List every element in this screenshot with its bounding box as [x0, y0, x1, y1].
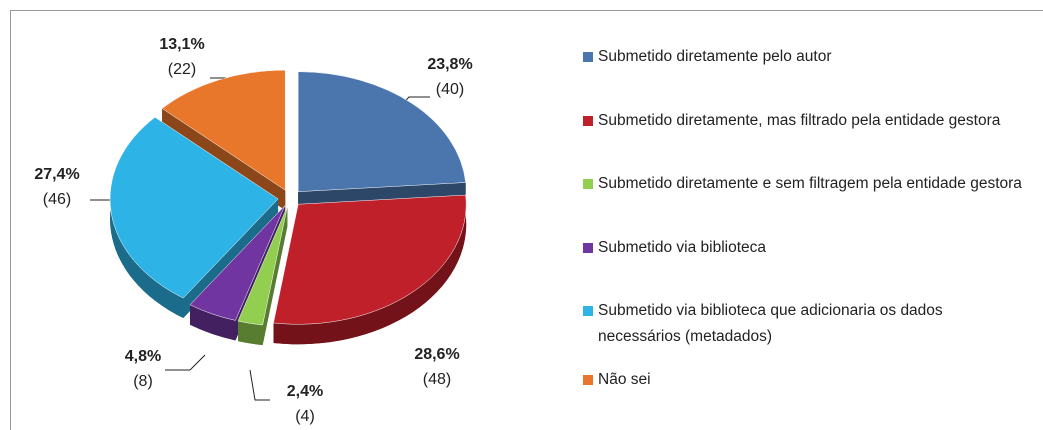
- slice: [273, 194, 467, 345]
- count-label: (46): [43, 191, 71, 208]
- slice-outer-wall: [190, 304, 236, 341]
- legend-label: Submetido diretamente e sem filtragem pe…: [598, 175, 1022, 192]
- count-label: (22): [168, 61, 196, 78]
- slice-top: [297, 71, 466, 192]
- legend-label: Submetido via biblioteca que adicionaria…: [598, 302, 943, 345]
- count-label: (8): [133, 373, 153, 390]
- data-label: 13,1%: [159, 36, 204, 53]
- leader: [249, 369, 270, 401]
- legend-item: Não sei: [583, 367, 1023, 393]
- slice-radial-wall: [262, 206, 288, 346]
- data-label: 2,4%: [287, 383, 323, 400]
- slice-top: [109, 116, 279, 299]
- legend-swatch: [583, 306, 593, 316]
- slice-top: [237, 206, 288, 326]
- legend-label: Submetido via biblioteca: [598, 239, 767, 256]
- leader: [165, 354, 206, 371]
- legend-swatch: [583, 179, 593, 189]
- data-label: 28,6%: [414, 346, 459, 363]
- slice-outer-wall: [273, 195, 467, 345]
- legend-item: Submetido via biblioteca que adicionaria…: [583, 298, 1023, 350]
- slice-top: [273, 194, 467, 325]
- slice-top: [161, 69, 286, 191]
- legend-item: Submetido via biblioteca: [583, 235, 1023, 261]
- slice-outer-wall: [110, 117, 184, 319]
- legend-swatch: [583, 52, 593, 62]
- count-label: (4): [295, 408, 315, 425]
- data-label: 4,8%: [125, 348, 161, 365]
- legend-swatch: [583, 375, 593, 385]
- frame: [10, 10, 1043, 430]
- legend-label: Submetido diretamente, mas filtrado pela…: [598, 112, 1001, 129]
- legend-swatch: [583, 243, 593, 253]
- count-label: (40): [436, 81, 464, 98]
- slice: [237, 206, 288, 346]
- legend-label: Não sei: [598, 371, 651, 388]
- legend-item: Submetido diretamente pelo autor: [583, 44, 1023, 70]
- legend-item: Submetido diretamente e sem filtragem pe…: [583, 171, 1023, 197]
- count-label: (48): [423, 371, 451, 388]
- legend-label: Submetido diretamente pelo autor: [598, 48, 832, 65]
- legend-item: Submetido diretamente, mas filtrado pela…: [583, 108, 1023, 134]
- data-label: 27,4%: [34, 166, 79, 183]
- slice-outer-wall: [237, 321, 263, 346]
- slice-top: [189, 205, 286, 321]
- data-label: 23,8%: [427, 56, 472, 73]
- legend-swatch: [583, 116, 593, 126]
